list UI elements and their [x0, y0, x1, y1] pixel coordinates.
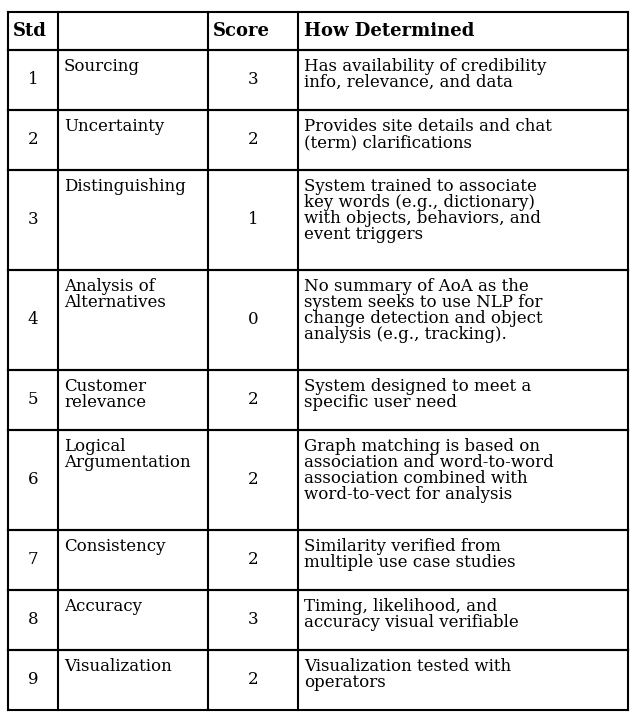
- Text: info, relevance, and data: info, relevance, and data: [304, 74, 513, 91]
- Text: Accuracy: Accuracy: [64, 598, 142, 615]
- Text: Graph matching is based on: Graph matching is based on: [304, 438, 540, 455]
- Text: 6: 6: [28, 471, 38, 489]
- Text: multiple use case studies: multiple use case studies: [304, 554, 516, 571]
- Text: Uncertainty: Uncertainty: [64, 118, 164, 135]
- Text: association and word-to-word: association and word-to-word: [304, 454, 554, 471]
- Text: Customer: Customer: [64, 378, 146, 395]
- Text: 5: 5: [28, 391, 38, 409]
- Text: accuracy visual verifiable: accuracy visual verifiable: [304, 614, 519, 631]
- Text: System trained to associate: System trained to associate: [304, 178, 537, 195]
- Text: system seeks to use NLP for: system seeks to use NLP for: [304, 294, 543, 311]
- Text: Timing, likelihood, and: Timing, likelihood, and: [304, 598, 497, 615]
- Text: Visualization: Visualization: [64, 658, 172, 675]
- Text: 1: 1: [248, 212, 259, 228]
- Text: 8: 8: [28, 612, 38, 628]
- Text: key words (e.g., dictionary): key words (e.g., dictionary): [304, 194, 535, 211]
- Text: association combined with: association combined with: [304, 470, 527, 487]
- Text: Consistency: Consistency: [64, 538, 166, 555]
- Text: 3: 3: [248, 71, 259, 89]
- Text: specific user need: specific user need: [304, 394, 457, 411]
- Text: Analysis of: Analysis of: [64, 278, 155, 295]
- Text: 2: 2: [248, 552, 259, 568]
- Text: word-to-vect for analysis: word-to-vect for analysis: [304, 486, 512, 503]
- Text: change detection and object: change detection and object: [304, 310, 543, 327]
- Text: 4: 4: [28, 311, 38, 329]
- Text: 3: 3: [28, 212, 38, 228]
- Text: Distinguishing: Distinguishing: [64, 178, 186, 195]
- Text: System designed to meet a: System designed to meet a: [304, 378, 531, 395]
- Text: 9: 9: [28, 671, 38, 689]
- Text: Sourcing: Sourcing: [64, 58, 140, 75]
- Text: 2: 2: [248, 671, 259, 689]
- Text: Std: Std: [13, 22, 47, 40]
- Text: 0: 0: [248, 311, 259, 329]
- Text: 7: 7: [28, 552, 38, 568]
- Text: How Determined: How Determined: [304, 22, 474, 40]
- Text: with objects, behaviors, and: with objects, behaviors, and: [304, 210, 541, 227]
- Text: (term) clarifications: (term) clarifications: [304, 134, 472, 151]
- Text: Visualization tested with: Visualization tested with: [304, 658, 511, 675]
- Text: Alternatives: Alternatives: [64, 294, 166, 311]
- Text: No summary of AoA as the: No summary of AoA as the: [304, 278, 529, 295]
- Text: analysis (e.g., tracking).: analysis (e.g., tracking).: [304, 326, 507, 343]
- Text: 3: 3: [248, 612, 259, 628]
- Text: Similarity verified from: Similarity verified from: [304, 538, 501, 555]
- Text: 2: 2: [248, 471, 259, 489]
- Text: 1: 1: [28, 71, 38, 89]
- Text: 2: 2: [248, 391, 259, 409]
- Text: event triggers: event triggers: [304, 226, 423, 243]
- Text: Provides site details and chat: Provides site details and chat: [304, 118, 552, 135]
- Text: Logical: Logical: [64, 438, 125, 455]
- Text: 2: 2: [28, 131, 38, 149]
- Text: 2: 2: [248, 131, 259, 149]
- Text: Has availability of credibility: Has availability of credibility: [304, 58, 547, 75]
- Text: relevance: relevance: [64, 394, 146, 411]
- Text: Score: Score: [213, 22, 270, 40]
- Text: Argumentation: Argumentation: [64, 454, 191, 471]
- Text: operators: operators: [304, 674, 386, 691]
